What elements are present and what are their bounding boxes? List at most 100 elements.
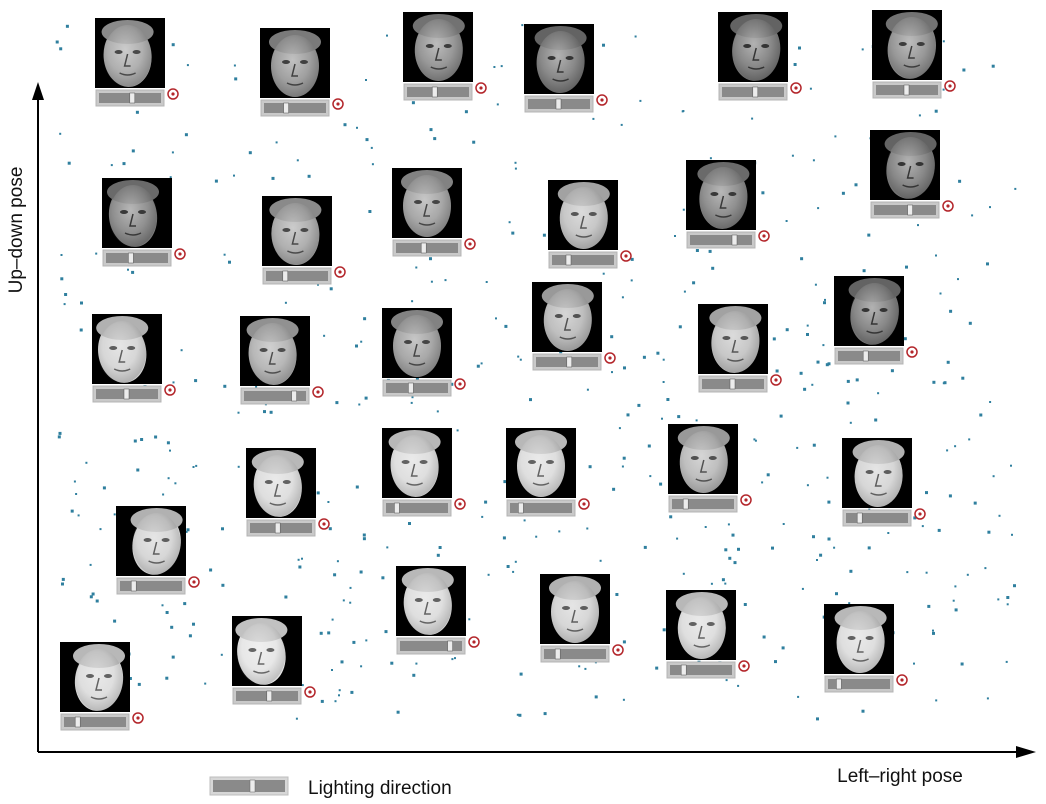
embedding-point: [1007, 603, 1009, 605]
embedding-point: [823, 301, 826, 304]
x-axis-arrow-icon: [1016, 746, 1036, 758]
embedding-point: [987, 697, 989, 699]
embedding-point: [518, 714, 521, 717]
embedding-point: [744, 603, 747, 606]
embedding-point: [649, 475, 651, 477]
embedding-point: [78, 514, 80, 516]
embedding-point: [327, 501, 329, 503]
embedding-point: [623, 366, 626, 369]
embedding-point: [503, 536, 506, 539]
embedding-point: [794, 63, 797, 66]
legend-label: Lighting direction: [308, 778, 452, 799]
embedding-point: [811, 384, 813, 386]
embedding-point: [611, 371, 613, 373]
embedding-point: [783, 523, 785, 525]
embedding-point: [558, 530, 560, 532]
embedding-point: [92, 593, 95, 596]
embedding-point: [365, 397, 368, 400]
embedding-point: [927, 605, 930, 608]
embedding-point: [360, 571, 363, 574]
embedding-point: [331, 669, 333, 671]
lighting-slider-icon: [699, 376, 767, 392]
embedding-point: [696, 249, 699, 252]
lighting-slider-icon: [210, 777, 288, 795]
lighting-marker-icon: [165, 385, 175, 395]
lighting-marker-icon: [915, 509, 925, 519]
embedding-point: [1013, 584, 1016, 587]
embedding-point: [710, 157, 712, 159]
embedding-point: [868, 546, 871, 549]
embedding-point: [74, 481, 76, 483]
embedding-point: [162, 604, 164, 606]
embedding-point: [59, 432, 62, 435]
embedding-point: [684, 291, 686, 293]
embedding-point: [954, 585, 956, 587]
lighting-slider-icon: [404, 84, 472, 100]
embedding-point: [338, 694, 340, 696]
embedding-point: [332, 619, 334, 621]
embedding-point: [856, 378, 859, 381]
lighting-marker-icon: [741, 495, 751, 505]
embedding-point: [834, 135, 836, 137]
embedding-point: [663, 381, 665, 383]
embedding-point: [816, 717, 819, 720]
embedding-point: [724, 583, 726, 585]
face-thumbnails: [60, 10, 955, 730]
embedding-point: [390, 662, 393, 665]
embedding-point: [761, 481, 763, 483]
lighting-slider-icon: [873, 82, 941, 98]
lighting-slider-icon: [383, 500, 451, 516]
embedding-point: [969, 322, 972, 325]
embedding-point: [140, 438, 143, 441]
embedding-point: [172, 656, 175, 659]
embedding-point: [943, 40, 945, 42]
lighting-marker-icon: [476, 83, 486, 93]
embedding-point: [192, 623, 195, 626]
embedding-point: [341, 660, 344, 663]
embedding-point: [64, 293, 67, 296]
embedding-point: [863, 269, 866, 272]
embedding-point: [477, 365, 480, 368]
legend: Lighting direction: [210, 777, 452, 799]
embedding-point: [974, 502, 977, 505]
embedding-point: [848, 602, 850, 604]
lighting-slider-icon: [247, 520, 315, 536]
embedding-point: [234, 77, 237, 80]
embedding-point: [189, 634, 192, 637]
lighting-slider-icon: [96, 90, 164, 106]
face-thumbnail: [668, 424, 751, 512]
embedding-point: [350, 691, 353, 694]
embedding-point: [75, 493, 77, 495]
face-thumbnail: [834, 276, 917, 364]
x-axis-label: Left–right pose: [837, 766, 963, 787]
face-thumbnail: [262, 196, 345, 284]
lighting-marker-icon: [319, 519, 329, 529]
embedding-point: [169, 450, 171, 452]
embedding-point: [835, 592, 838, 595]
embedding-point: [862, 710, 865, 713]
face-thumbnail: [532, 282, 615, 370]
face-thumbnail: [824, 604, 907, 692]
embedding-point: [302, 684, 304, 686]
embedding-point: [938, 529, 941, 532]
embedding-point: [113, 620, 116, 623]
embedding-point: [728, 523, 730, 525]
embedding-point: [726, 679, 728, 681]
face-thumbnail: [718, 12, 801, 100]
embedding-point: [296, 718, 298, 720]
embedding-point: [724, 548, 727, 551]
embedding-point: [987, 531, 990, 534]
embedding-point: [501, 65, 503, 67]
embedding-point: [979, 414, 982, 417]
embedding-point: [297, 159, 299, 161]
lighting-marker-icon: [759, 231, 769, 241]
embedding-point: [360, 341, 362, 343]
face-thumbnail: [698, 304, 781, 392]
embedding-point: [722, 578, 725, 581]
lighting-slider-icon: [687, 232, 755, 248]
embedding-point: [185, 133, 188, 136]
embedding-point: [955, 608, 958, 611]
embedding-point: [111, 164, 113, 166]
embedding-point: [737, 685, 739, 687]
embedding-point: [935, 110, 938, 113]
